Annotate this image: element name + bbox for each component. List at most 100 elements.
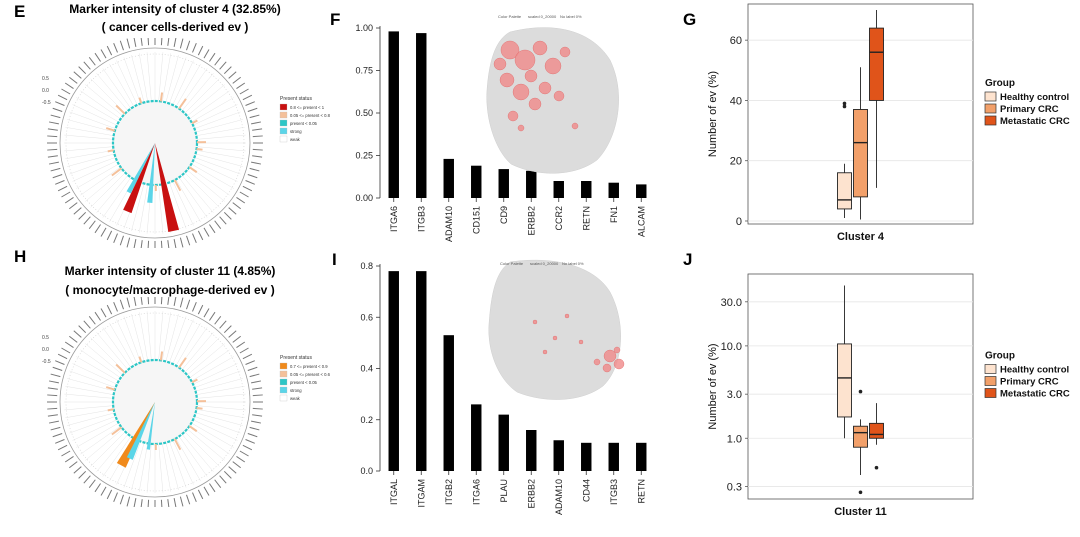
spoke	[64, 393, 114, 399]
marker-label-mark	[73, 466, 82, 474]
marker-label-mark	[61, 450, 71, 457]
marker-spike-strong	[146, 402, 155, 450]
marker-label-mark	[94, 483, 101, 493]
spoke	[158, 184, 164, 234]
radial-low-bar	[188, 425, 198, 433]
marker-label-mark	[100, 227, 107, 237]
spoke	[158, 311, 164, 361]
marker-label-mark	[245, 360, 255, 365]
radial-low-bar	[196, 406, 203, 410]
inset-highlight-blob	[532, 40, 548, 56]
marker-spike-strong	[147, 143, 155, 203]
marker-label-mark	[73, 71, 82, 79]
marker-label-mark	[64, 456, 74, 463]
y-tick-label: 1.0	[727, 433, 742, 445]
marker-label-mark	[47, 148, 58, 151]
x-tick-label: ADAM10	[554, 479, 564, 515]
radial-outer-ring	[59, 306, 251, 498]
spoke	[64, 134, 114, 140]
spoke	[196, 385, 245, 395]
legend-swatch	[279, 127, 288, 135]
radial-low-bar	[107, 149, 114, 153]
spoke	[165, 314, 179, 362]
spoke	[194, 370, 241, 388]
marker-label-mark	[100, 308, 107, 318]
spoke	[123, 57, 141, 104]
spoke	[90, 431, 126, 467]
marker-label-mark	[251, 121, 262, 125]
y-axis-label: Number of ev (%)	[707, 343, 719, 429]
marker-label-mark	[203, 49, 210, 59]
marker-label-mark	[57, 353, 68, 360]
x-tick-label: ALCAM	[636, 206, 646, 237]
spoke	[191, 422, 234, 448]
spoke	[196, 126, 245, 136]
marker-label-mark	[179, 38, 184, 49]
y-tick-label: 0.3	[727, 482, 742, 494]
box-healthy-control	[837, 343, 852, 418]
marker-label-mark	[209, 52, 216, 62]
spoke	[72, 160, 118, 182]
spoke	[187, 428, 225, 461]
x-tick-label: ITGB3	[416, 206, 426, 232]
marker-label-mark	[179, 297, 184, 308]
bar-alcam	[636, 184, 647, 198]
inset-highlight-blob	[564, 313, 570, 319]
legend-swatch	[279, 362, 288, 370]
marker-label-mark	[94, 52, 101, 62]
radial-marker-labels	[47, 297, 263, 507]
spoke	[172, 180, 194, 226]
spoke	[194, 157, 241, 175]
spoke	[184, 431, 220, 467]
spoke	[138, 184, 148, 233]
bar-itgam	[416, 271, 427, 471]
radial-low-bar	[111, 167, 123, 177]
spoke	[189, 90, 230, 120]
bar-itgb3	[608, 442, 619, 471]
x-tick-label: ITGB2	[444, 479, 454, 505]
spoke	[138, 443, 148, 492]
box-metastatic-crc	[869, 422, 884, 439]
marker-label-mark	[219, 320, 227, 329]
marker-label-mark	[119, 299, 124, 310]
radial-low-bar	[173, 179, 182, 192]
bar-adam10	[553, 440, 564, 471]
panel-letter-i: I	[332, 250, 337, 269]
panel-e-subtitle: ( cancer cells-derived ev )	[101, 20, 249, 34]
legend-swatch	[984, 115, 997, 126]
bar-retn	[581, 181, 592, 198]
marker-label-mark	[209, 311, 216, 321]
marker-label-mark	[47, 394, 58, 397]
inset-highlight-blob	[524, 69, 538, 83]
spoke	[109, 323, 135, 366]
panel-letter-f: F	[330, 10, 341, 29]
inset-highlight-blob	[493, 57, 507, 71]
bar-fn1	[608, 182, 619, 198]
x-tick-label: ADAM10	[444, 206, 454, 242]
y-tick-label: 0.25	[355, 151, 373, 161]
spoke	[181, 73, 214, 111]
x-tick-label: ITGA6	[471, 479, 481, 505]
marker-label-mark	[192, 302, 197, 312]
marker-label-mark	[52, 107, 63, 112]
marker-label-mark	[209, 483, 216, 493]
legend-swatch	[279, 386, 288, 394]
bar-erbb2	[526, 170, 537, 198]
marker-label-mark	[232, 202, 241, 210]
spoke	[146, 52, 152, 102]
legend-label: 0.8 <= present < 1	[290, 105, 325, 110]
marker-label-mark	[64, 341, 74, 348]
spoke	[67, 412, 115, 426]
y-tick-label: 0.50	[355, 108, 373, 118]
radial-marker-labels	[47, 38, 263, 248]
spoke	[64, 146, 114, 152]
spoke	[178, 177, 208, 218]
x-tick-label: ITGAM	[416, 479, 426, 508]
marker-label-mark	[47, 407, 58, 410]
spoke	[196, 393, 246, 399]
marker-label-mark	[50, 426, 61, 431]
y-tick-label: 1.00	[355, 23, 373, 33]
y-tick-label: 3.0	[727, 389, 742, 401]
bar-itgb3	[416, 33, 427, 198]
x-axis-label: Cluster 11	[834, 506, 887, 518]
